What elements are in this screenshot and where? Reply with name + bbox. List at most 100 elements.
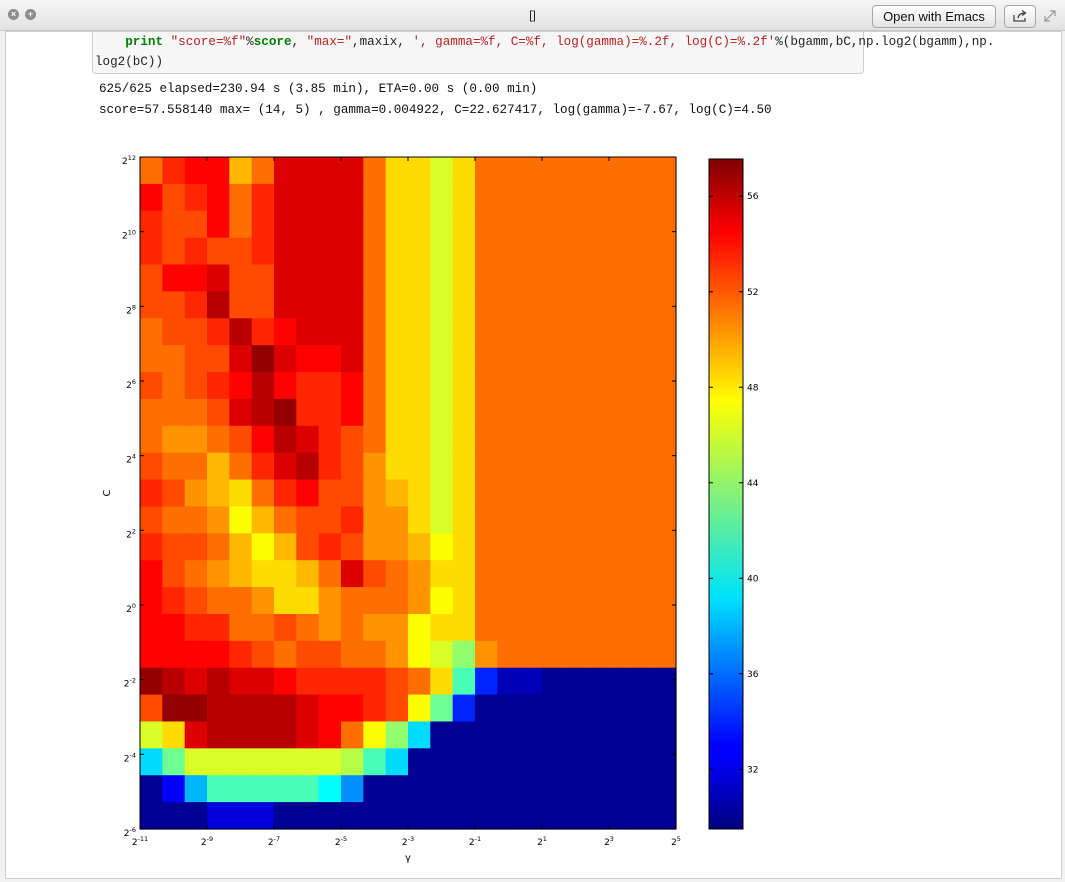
heatmap-cell [162, 425, 186, 454]
heatmap-cell [251, 345, 275, 373]
heatmap-cell [140, 345, 163, 373]
heatmap-cell [318, 318, 342, 346]
heatmap-cell [274, 694, 297, 723]
heatmap-cell [318, 183, 342, 212]
heatmap-cell [408, 506, 431, 534]
heatmap-cell [497, 425, 521, 454]
heatmap-cell [318, 613, 342, 642]
heatmap-cell [140, 802, 163, 830]
heatmap-cell [542, 667, 565, 696]
heatmap-cell [408, 345, 431, 373]
heatmap-cell [341, 291, 364, 319]
notebook-content: print "score=%f"%score, "max=",maxix, ',… [5, 31, 1062, 879]
open-with-emacs-button[interactable]: Open with Emacs [872, 5, 996, 28]
heatmap-cell [631, 237, 655, 266]
y-tick-label: 212 [122, 154, 136, 167]
heatmap-cell [519, 613, 543, 642]
heatmap-cell [251, 640, 275, 669]
heatmap-cell [519, 748, 543, 776]
heatmap-cell [341, 506, 364, 534]
heatmap-cell [408, 452, 431, 481]
heatmap-cell [408, 533, 431, 561]
heatmap-cell [609, 318, 632, 346]
heatmap-cell [475, 372, 498, 400]
heatmap-cell [475, 640, 498, 669]
heatmap-cell [207, 506, 230, 534]
heatmap-cell [519, 398, 543, 427]
heatmap-cell [207, 291, 230, 319]
heatmap-cell [140, 264, 163, 292]
heatmap-cell [564, 425, 588, 454]
heatmap-cell [229, 694, 253, 723]
heatmap-cell [586, 210, 610, 239]
heatmap-cell [207, 640, 230, 669]
heatmap-cell [363, 587, 387, 615]
heatmap-cell [207, 237, 230, 266]
heatmap-cell [184, 157, 208, 185]
heatmap-cell [318, 345, 342, 373]
heatmap-cell [631, 183, 655, 212]
heatmap-cell [229, 748, 253, 776]
close-icon[interactable]: × [8, 9, 19, 20]
heatmap-cell [207, 372, 230, 400]
heatmap-cell [542, 372, 565, 400]
heatmap-cell [162, 264, 186, 292]
heatmap-cell [229, 237, 253, 266]
add-icon[interactable]: + [25, 9, 36, 20]
y-tick-label: 2-2 [124, 677, 136, 690]
heatmap-cell [408, 560, 431, 588]
heatmap-cell [631, 802, 655, 830]
heatmap-cell [408, 640, 431, 669]
heatmap-cell [162, 157, 186, 185]
heatmap-cell [140, 318, 163, 346]
heatmap-cell [497, 613, 521, 642]
heatmap-cell [497, 560, 521, 588]
heatmap-cell [385, 640, 409, 669]
heatmap-cell [653, 479, 677, 508]
heatmap-cell [497, 452, 521, 481]
share-button[interactable] [1004, 5, 1036, 28]
heatmap-cell [586, 237, 610, 266]
heatmap-cell [296, 345, 320, 373]
heatmap-cell [542, 533, 565, 561]
heatmap-cell [408, 318, 431, 346]
heatmap-cell [586, 533, 610, 561]
heatmap-cell [207, 775, 230, 803]
code-cell[interactable]: print "score=%f"%score, "max=",maxix, ',… [92, 32, 994, 74]
heatmap-cell [274, 183, 297, 212]
x-axis-ticks: 2-11 2-9 2-7 2-5 2-3 2-1 21 23 25 [132, 157, 681, 848]
colorbar [708, 158, 744, 830]
heatmap-cell [363, 694, 387, 723]
print-keyword: print [125, 35, 164, 49]
heatmap-cell [296, 452, 320, 481]
heatmap-cell [564, 372, 588, 400]
heatmap-cell [452, 560, 476, 588]
heatmap-cell [296, 210, 320, 239]
heatmap-cell [341, 748, 364, 776]
heatmap-cell [229, 318, 253, 346]
expand-icon[interactable] [1043, 9, 1057, 23]
heatmap-cell [408, 372, 431, 400]
maxix-arg: ,maxix, [352, 35, 413, 49]
heatmap-cell [542, 318, 565, 346]
heatmap-cell [184, 721, 208, 749]
heatmap-cell [363, 613, 387, 642]
heatmap-figure: 2-11 2-9 2-7 2-5 2-3 2-1 21 23 25 2-62-42-220222… [102, 154, 759, 864]
max-string: "max=" [306, 35, 353, 49]
heatmap-cell [274, 345, 297, 373]
heatmap-cell [430, 640, 454, 669]
heatmap-cell [564, 802, 588, 830]
heatmap-cell [296, 640, 320, 669]
heatmap-cell [564, 587, 588, 615]
heatmap-cell [586, 640, 610, 669]
heatmap-cell [162, 694, 186, 723]
heatmap-cell [475, 694, 498, 723]
heatmap-cell [229, 775, 253, 803]
heatmap-cell [274, 667, 297, 696]
heatmap-cell [296, 398, 320, 427]
heatmap-cell [430, 587, 454, 615]
heatmap-cell [207, 318, 230, 346]
heatmap-cell [430, 748, 454, 776]
heatmap-cell [363, 372, 387, 400]
heatmap-cell [475, 587, 498, 615]
